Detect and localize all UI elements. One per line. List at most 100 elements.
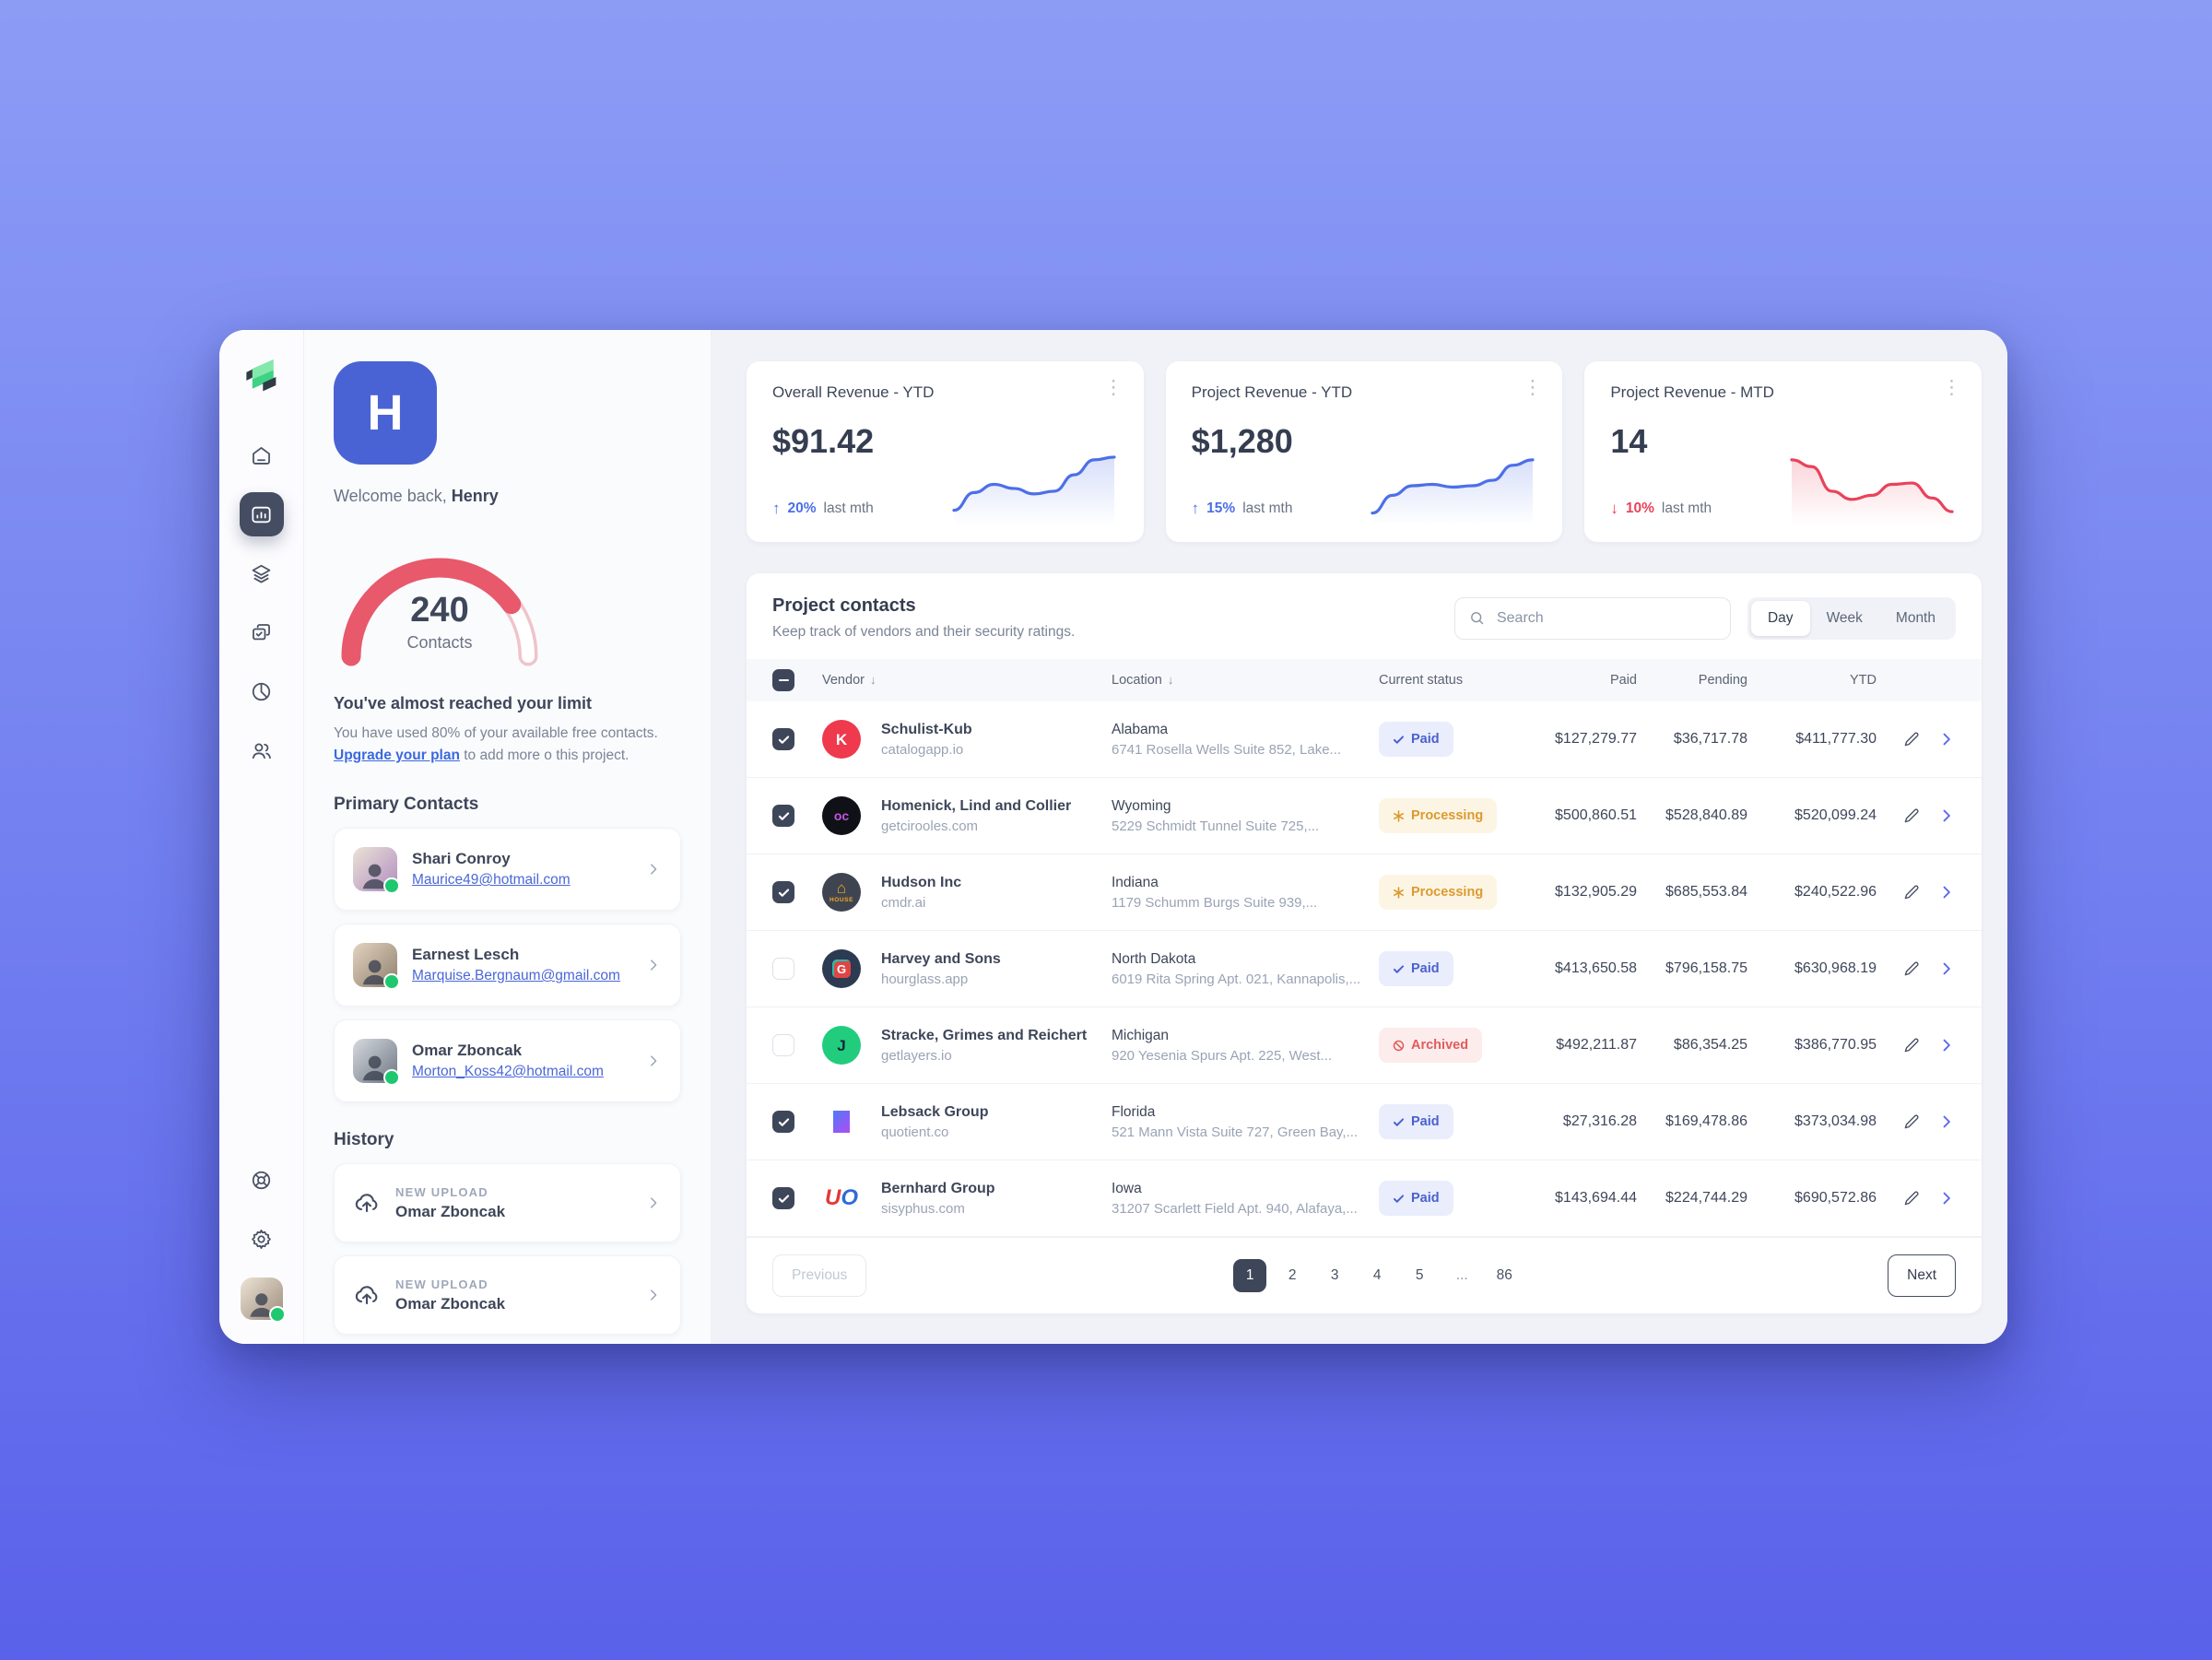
person-silhouette-icon (363, 864, 387, 889)
row-chevron-icon[interactable] (1937, 1036, 1956, 1054)
page-number-4[interactable]: 4 (1372, 1267, 1382, 1283)
range-option-week[interactable]: Week (1810, 601, 1879, 636)
user-avatar[interactable] (240, 1277, 286, 1323)
row-checkbox[interactable] (772, 1034, 794, 1056)
chevron-right-icon (651, 1055, 657, 1066)
edit-icon[interactable] (1901, 1189, 1921, 1208)
online-status-dot (383, 973, 400, 991)
sidebar-item-reports[interactable] (240, 669, 284, 713)
contact-avatar (353, 943, 400, 991)
sidebar-item-home[interactable] (240, 433, 284, 477)
more-options-icon[interactable]: ⋮ (1103, 377, 1124, 398)
page-number-3[interactable]: 3 (1330, 1267, 1339, 1283)
stat-title: Overall Revenue - YTD (772, 383, 935, 401)
history-card[interactable]: NEW UPLOAD Omar Zboncak (334, 1163, 681, 1243)
ytd-amount: $690,572.86 (1794, 1190, 1877, 1206)
row-chevron-icon[interactable] (1937, 1189, 1956, 1207)
row-chevron-icon[interactable] (1937, 730, 1956, 748)
sort-arrow-icon: ↓ (869, 673, 877, 687)
table-subtitle: Keep track of vendors and their security… (772, 624, 1076, 640)
paid-check-icon (1393, 1194, 1405, 1203)
row-chevron-icon[interactable] (1937, 883, 1956, 901)
location-state: North Dakota (1112, 950, 1196, 967)
paid-amount: $492,211.87 (1556, 1037, 1637, 1053)
search-input[interactable] (1494, 608, 1717, 628)
vendor-name: Hudson Inc (881, 874, 962, 890)
online-status-dot (383, 1069, 400, 1087)
sidebar-item-settings[interactable] (240, 1217, 284, 1261)
status-label: Processing (1411, 885, 1484, 900)
contact-card[interactable]: Shari Conroy Maurice49@hotmail.com (334, 828, 681, 912)
row-chevron-icon[interactable] (1937, 960, 1956, 978)
gauge-label: Contacts (406, 633, 473, 652)
more-options-icon[interactable]: ⋮ (1942, 377, 1962, 398)
edit-icon[interactable] (1901, 1113, 1921, 1132)
vendor-name: Lebsack Group (881, 1103, 989, 1120)
sparkline-chart (1371, 458, 1535, 525)
page-number-2[interactable]: 2 (1288, 1267, 1297, 1283)
row-checkbox[interactable] (772, 1187, 794, 1209)
online-status-dot (383, 877, 400, 895)
page-number-1[interactable]: 1 (1233, 1259, 1267, 1292)
pending-amount: $224,744.29 (1665, 1190, 1747, 1206)
range-toggle: Day Week Month (1747, 596, 1956, 640)
sidebar-item-analytics[interactable] (239, 492, 284, 536)
table-body: K Schulist-Kub catalogapp.io Alabama 674… (747, 701, 1982, 1237)
status-label: Paid (1411, 1191, 1440, 1206)
workspace-avatar[interactable]: H (334, 361, 437, 465)
primary-contacts-heading: Primary Contacts (334, 795, 479, 815)
sidebar-item-contacts[interactable] (240, 728, 284, 772)
chevron-right-icon (651, 864, 657, 875)
paid-amount: $413,650.58 (1555, 960, 1637, 976)
col-location[interactable]: Location (1112, 673, 1162, 688)
vendor-name: Harvey and Sons (881, 950, 1001, 967)
more-options-icon[interactable]: ⋮ (1523, 377, 1543, 398)
pending-amount: $528,840.89 (1665, 807, 1747, 823)
row-checkbox[interactable] (772, 1111, 794, 1133)
table-row: G Harvey and Sons hourglass.app North Da… (747, 931, 1982, 1007)
row-checkbox[interactable] (772, 958, 794, 980)
location-address: 920 Yesenia Spurs Apt. 225, West... (1112, 1047, 1333, 1064)
sidebar-item-tasks[interactable] (240, 610, 284, 654)
previous-page-button[interactable]: Previous (772, 1254, 867, 1297)
upgrade-plan-link[interactable]: Upgrade your plan (334, 748, 460, 764)
vendor-logo: N (822, 1102, 861, 1141)
reports-icon (252, 682, 271, 700)
delta-note: last mth (1661, 500, 1712, 516)
next-page-button[interactable]: Next (1888, 1254, 1956, 1297)
edit-icon[interactable] (1901, 730, 1921, 749)
table-row: ⌂ HOUSE Hudson Inc cmdr.ai Indiana 1179 S… (747, 854, 1982, 931)
history-name: Omar Zboncak (395, 1202, 506, 1220)
sidebar-item-help[interactable] (240, 1158, 284, 1202)
range-option-month[interactable]: Month (1879, 601, 1952, 636)
contact-email-link[interactable]: Marquise.Bergnaum@gmail.com (412, 968, 620, 984)
checkbox-check-icon (778, 735, 789, 744)
history-card[interactable]: NEW UPLOAD Omar Zboncak (334, 1255, 681, 1336)
select-all-checkbox[interactable] (772, 669, 794, 691)
page-number-86[interactable]: 86 (1496, 1267, 1512, 1283)
range-option-day[interactable]: Day (1750, 600, 1810, 636)
page-number-5[interactable]: 5 (1415, 1267, 1424, 1283)
contact-card[interactable]: Omar Zboncak Morton_Koss42@hotmail.com (334, 1019, 681, 1103)
row-checkbox[interactable] (772, 805, 794, 827)
stat-value: $1,280 (1191, 422, 1293, 460)
vendor-domain: catalogapp.io (881, 741, 964, 758)
workspace-initial: H (367, 385, 404, 441)
col-vendor[interactable]: Vendor (822, 673, 865, 688)
row-checkbox[interactable] (772, 881, 794, 903)
edit-icon[interactable] (1901, 960, 1921, 979)
edit-icon[interactable] (1901, 1036, 1921, 1055)
checkbox-check-icon (778, 811, 789, 820)
row-checkbox[interactable] (772, 728, 794, 750)
app-logo-icon[interactable] (241, 356, 283, 398)
row-chevron-icon[interactable] (1937, 806, 1956, 825)
contact-email-link[interactable]: Morton_Koss42@hotmail.com (412, 1064, 604, 1080)
edit-icon[interactable] (1901, 806, 1921, 826)
edit-icon[interactable] (1901, 883, 1921, 902)
sidebar-item-layers[interactable] (240, 551, 284, 595)
col-paid: Paid (1609, 673, 1637, 688)
contact-card[interactable]: Earnest Lesch Marquise.Bergnaum@gmail.co… (334, 924, 681, 1007)
archived-slash-icon (1393, 1040, 1405, 1051)
contact-email-link[interactable]: Maurice49@hotmail.com (412, 872, 571, 889)
row-chevron-icon[interactable] (1937, 1113, 1956, 1131)
